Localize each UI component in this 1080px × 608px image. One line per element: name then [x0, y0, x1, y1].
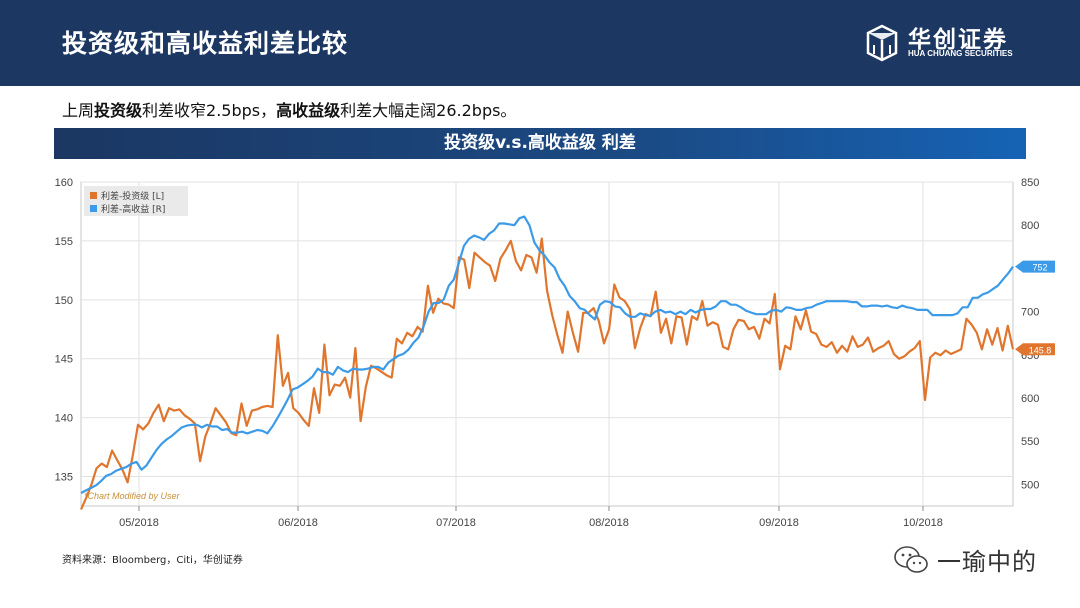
left-axis-tick-label: 140 — [55, 413, 73, 425]
wechat-icon — [893, 545, 929, 575]
plot-area — [81, 182, 1013, 506]
last-value-label: 752 — [1032, 263, 1047, 273]
legend-swatch — [90, 192, 97, 199]
legend-label: 利差-投资级 [L] — [101, 190, 164, 202]
x-axis-tick-label: 05/2018 — [119, 517, 159, 529]
x-axis-tick-label: 07/2018 — [436, 517, 476, 529]
x-axis-tick-label: 08/2018 — [589, 517, 629, 529]
left-axis-tick-label: 160 — [55, 177, 73, 189]
left-axis-tick-label: 150 — [55, 295, 73, 307]
x-axis-tick-label: 09/2018 — [759, 517, 799, 529]
last-value-label: 145.8 — [1029, 345, 1052, 355]
watermark: 一瑜中的 — [893, 542, 1037, 577]
left-axis-tick-label: 145 — [55, 354, 73, 366]
left-axis-tick-label: 135 — [55, 472, 73, 484]
x-axis-tick-label: 06/2018 — [278, 517, 318, 529]
last-value-flag-investment-grade: 145.8 — [1015, 343, 1055, 355]
right-axis-tick-label: 550 — [1021, 436, 1039, 448]
right-axis-tick-label: 600 — [1021, 393, 1039, 405]
x-axis-tick-label: 10/2018 — [903, 517, 943, 529]
last-value-flag-high-yield: 752 — [1015, 261, 1055, 273]
legend-swatch — [90, 205, 97, 212]
right-axis-tick-label: 700 — [1021, 307, 1039, 319]
right-axis-tick-label: 500 — [1021, 479, 1039, 491]
legend: 利差-投资级 [L]利差-高收益 [R] — [84, 186, 188, 216]
right-axis-tick-label: 800 — [1021, 220, 1039, 232]
left-axis-tick-label: 155 — [55, 236, 73, 248]
chart-annotation: *Chart Modified by User — [84, 491, 181, 501]
source-note: 资料来源：Bloomberg，Citi，华创证券 — [62, 551, 243, 566]
right-axis-tick-label: 850 — [1021, 177, 1039, 189]
watermark-text: 一瑜中的 — [937, 542, 1037, 577]
legend-label: 利差-高收益 [R] — [101, 203, 165, 215]
